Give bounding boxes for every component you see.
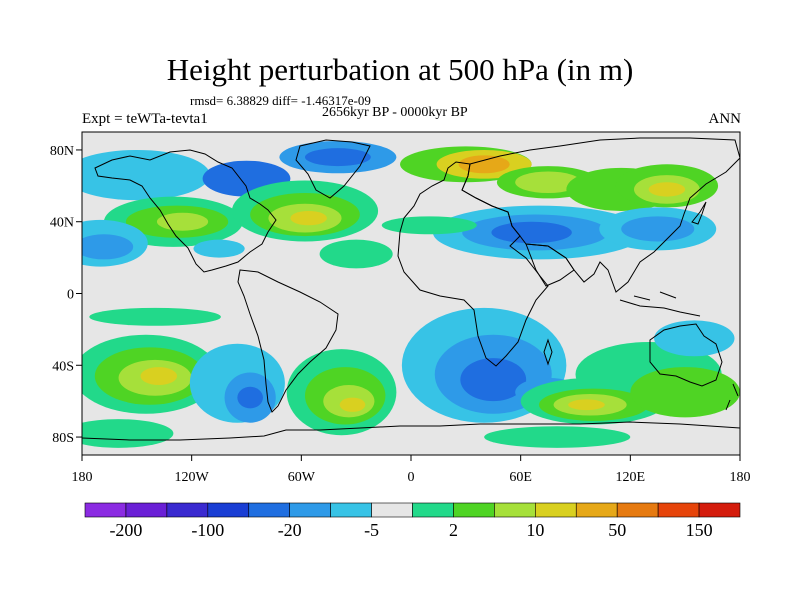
- x-tick-label: 120W: [175, 470, 210, 485]
- colorbar-label: 50: [608, 520, 626, 540]
- coastline-new-zealand: [725, 383, 739, 411]
- colorbar-swatch: [289, 502, 331, 518]
- anomaly-region-34: [140, 367, 178, 386]
- colorbar-label: -200: [109, 520, 142, 540]
- x-tick-label: 0: [408, 470, 415, 485]
- anomaly-region-26: [621, 216, 695, 242]
- coastline-madagascar: [543, 338, 553, 366]
- colorbar-swatch: [412, 502, 454, 518]
- anomaly-region-53: [82, 419, 174, 448]
- rmsd-diff-stats: rmsd= 6.38829 diff= -1.46317e-09: [190, 93, 371, 108]
- anomaly-region-19: [290, 210, 327, 226]
- colorbar-swatch: [125, 502, 168, 518]
- y-tick-label: 40N: [50, 216, 74, 231]
- anomaly-region-0: [82, 149, 210, 201]
- anomaly-region-51: [630, 367, 740, 418]
- coastlines: [82, 137, 740, 441]
- anomaly-region-12: [648, 182, 686, 197]
- coastline-indonesia: [619, 291, 701, 317]
- anomaly-region-30: [89, 307, 221, 326]
- y-tick-label: 0: [67, 288, 74, 303]
- anomaly-region-27: [193, 239, 245, 258]
- anomaly-region-15: [156, 212, 209, 231]
- colorbar-swatch: [248, 502, 290, 518]
- experiment-label: Expt = teWTa-tevta1: [82, 111, 208, 127]
- anomaly-region-41: [339, 397, 366, 412]
- anomaly-region-29: [381, 216, 477, 235]
- coastline-asia: [461, 137, 740, 293]
- anomaly-region-37: [237, 386, 263, 409]
- colorbar-label: -5: [364, 520, 379, 540]
- anomaly-region-8: [515, 171, 581, 194]
- chart-title: Height perturbation at 500 hPa (in m): [166, 52, 634, 87]
- coastline-europe-africa: [397, 161, 549, 367]
- y-tick-label: 80N: [50, 144, 74, 159]
- colorbar-swatch: [535, 502, 577, 518]
- anomaly-region-3: [304, 148, 371, 167]
- colorbar-label: -20: [278, 520, 302, 540]
- anomaly-region-50: [568, 399, 605, 411]
- colorbar-swatch: [698, 502, 741, 518]
- colorbar-swatch: [575, 502, 618, 518]
- colorbar-swatch: [166, 502, 209, 518]
- time-period-label: 2656kyr BP - 0000kyr BP: [322, 105, 468, 120]
- colorbar-swatch: [616, 502, 659, 518]
- plot-area: [82, 132, 740, 455]
- axes: 180 120W 60W 0 60E 120E 180 80N 40N 0 40S 80S: [50, 144, 751, 485]
- y-tick-label: 40S: [52, 359, 74, 374]
- coastline-japan: [691, 201, 707, 225]
- y-tick-label: 80S: [52, 431, 74, 446]
- x-tick-label: 180: [72, 470, 93, 485]
- colorbar-swatch: [494, 502, 536, 518]
- colorbar-swatch: [84, 502, 127, 518]
- coastline-greenland: [295, 139, 371, 199]
- anomaly-region-44: [460, 358, 527, 402]
- anomaly-region-52: [654, 320, 735, 357]
- colorbar-label: 150: [686, 520, 713, 540]
- colorbar-swatch: [657, 502, 700, 518]
- season-label: ANN: [708, 111, 742, 127]
- coastline-south-america: [237, 269, 339, 413]
- colorbar: -200 -100 -20 -5 2 10 50 150: [84, 502, 741, 540]
- anomaly-region-28: [319, 239, 393, 269]
- x-tick-label: 60E: [509, 470, 532, 485]
- colorbar-label: -100: [191, 520, 224, 540]
- colorbar-swatch: [207, 502, 250, 518]
- x-tick-label: 180: [730, 470, 751, 485]
- anomaly-region-6: [458, 155, 510, 174]
- x-tick-label: 120E: [616, 470, 646, 485]
- anomaly-region-54: [484, 426, 631, 448]
- colorbar-label: 10: [526, 520, 544, 540]
- colorbar-swatch: [330, 502, 372, 518]
- anomaly-region-21: [82, 234, 134, 260]
- anomaly-region-24: [491, 221, 572, 244]
- coastline-north-america: [94, 149, 277, 273]
- colorbar-swatch: [453, 502, 495, 518]
- x-tick-label: 60W: [288, 470, 316, 485]
- coastline-antarctica: [82, 421, 740, 441]
- colorbar-swatch: [371, 502, 413, 518]
- colorbar-label: 2: [449, 520, 458, 540]
- anomaly-field: [82, 140, 740, 448]
- coastline-australia: [649, 323, 723, 387]
